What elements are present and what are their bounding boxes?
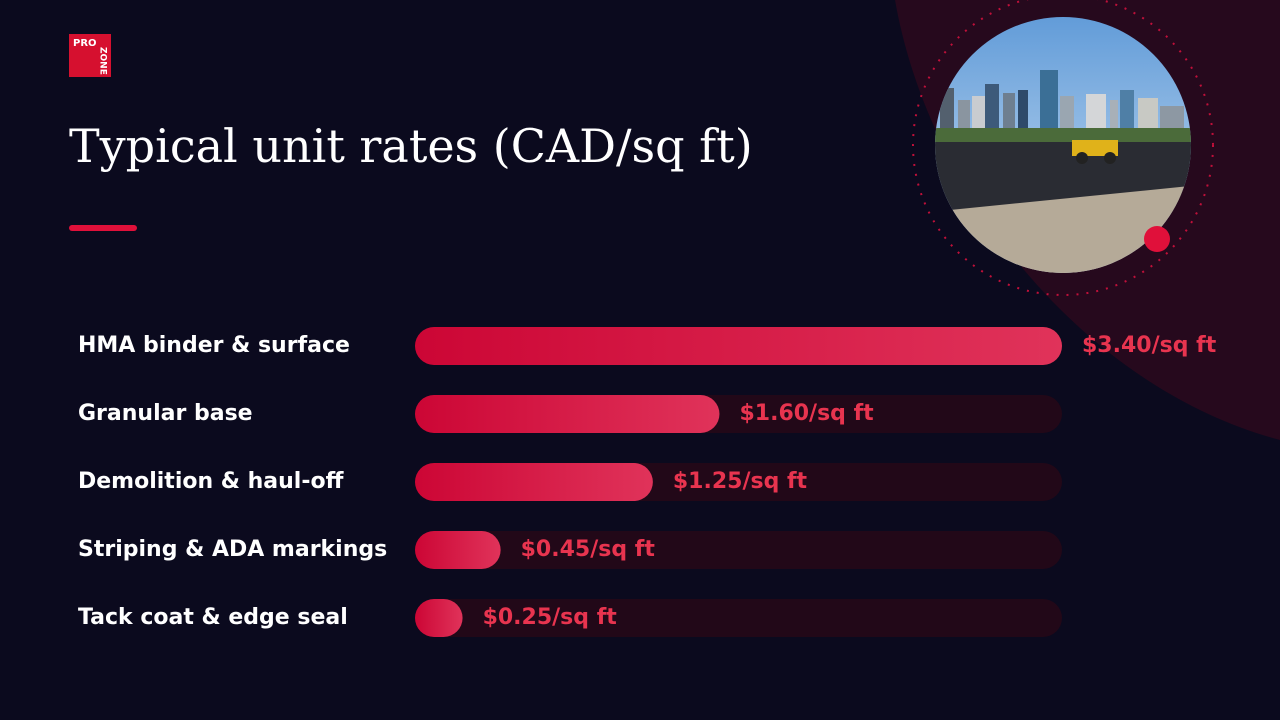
bar [415,531,501,569]
value-label: $1.60/sq ft [739,401,874,426]
accent-dot [1144,226,1170,252]
bar [415,599,463,637]
value-label: $1.25/sq ft [673,469,808,494]
title-underline [69,225,137,231]
value-label: $0.25/sq ft [483,605,618,630]
bar-track [415,531,1062,569]
bar [415,463,653,501]
category-label: Demolition & haul-off [78,469,345,494]
value-label: $3.40/sq ft [1082,333,1217,358]
bar [415,395,720,433]
category-label: HMA binder & surface [78,333,350,358]
logo-text: PRO [73,38,97,49]
bar [415,327,1062,365]
chart-title: Typical unit rates (CAD/sq ft) [69,119,753,173]
logo-box [69,34,111,77]
bar-track [415,599,1062,637]
category-label: Striping & ADA markings [78,537,387,562]
value-label: $0.45/sq ft [521,537,656,562]
logo-text: ZONE [98,47,108,75]
dotted-ring [912,0,1214,296]
category-label: Granular base [78,401,253,426]
photo [912,0,1214,296]
category-label: Tack coat & edge seal [78,605,348,630]
